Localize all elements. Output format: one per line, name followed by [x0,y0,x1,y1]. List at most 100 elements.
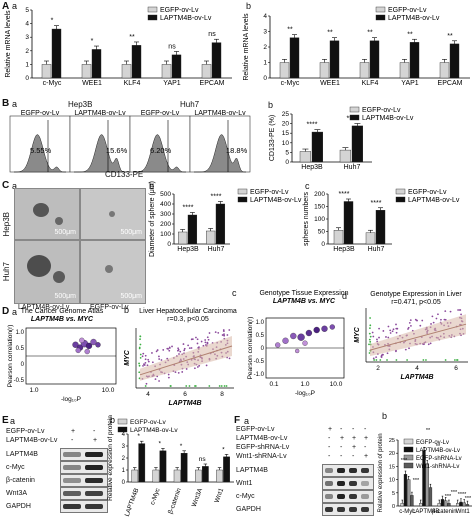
chart-Fb: 0 5 10 15 20 25 Relative expression of protein… [378,428,472,515]
blot-band [85,464,103,470]
legend-swatch [147,6,158,13]
condition-sign: - [340,426,343,433]
y-tick-label: 4 [122,432,126,438]
scatter-point [223,333,225,336]
bubble-point [295,348,300,354]
scatter-point [167,373,170,376]
scatter-point [208,332,211,334]
scatter-point [375,356,378,359]
bar [41,64,52,79]
scatter-point [183,347,186,350]
y-tick-label: 3 [122,444,126,450]
scatter-point [458,309,461,311]
bar [447,503,451,507]
condition-sign: - [364,444,367,451]
bar [159,450,167,483]
x-tick-label: WEE1 [82,80,102,87]
scatter-point [146,364,149,367]
regression-line [139,345,233,376]
bar [465,504,470,507]
bar [444,500,448,507]
scatter-point [404,348,407,351]
legend-swatch [403,446,414,453]
bubble-point [79,337,85,343]
chart-Cc: 0 50 100 150 200 spheres numbers **** Hep3B ****… [303,188,460,253]
scatter-point [167,376,170,379]
western-blot-E: EGFP-ov-Lv + - LAPTM4B-ov-Lv - + LAPTM4B c-Myc β… [6,428,108,524]
protein-label: LAPTM4B [6,451,38,458]
bubble-point [305,329,313,337]
rug-point [169,385,172,387]
subpanel-label-Db: b [124,305,130,315]
significance-label: ** [426,428,431,434]
scatter-point [372,357,375,360]
scatter-point [196,338,199,341]
x-tick-label: Wnt1 [456,509,471,515]
scatter-point [449,310,452,313]
rug-point [425,359,427,361]
x-tick-label: 6 [454,365,458,372]
bubble-point [85,342,93,350]
scatter-point [178,353,180,355]
x-tick-label: 0.1 [269,381,278,388]
x-tick-label: β-catenin [167,487,183,515]
scatter-point [432,321,435,324]
y-tick-label: 0 [21,362,25,368]
y-tick-label: 2 [25,48,29,55]
y-tick-label: -0.5 [14,378,25,384]
blot-strip [60,448,108,461]
blot-band [361,467,369,473]
y-axis-label: Relative expression of protein [107,415,114,501]
bar [289,37,300,79]
panel-label-C: C [2,180,10,191]
x-tick-label: 1.0 [29,387,38,394]
bar [81,64,92,79]
scatter-point [177,371,180,374]
scatter-point [144,354,147,357]
bar [178,231,188,245]
panel-label-F: F [234,415,241,426]
x-tick-label: 10.0 [330,381,343,388]
scatter-point [410,324,412,327]
y-axis-label: MYC [354,326,361,343]
condition-sign: - [93,428,96,435]
rug-point [139,338,141,341]
micrograph-hep3b-laptm4b: 500μm [14,188,80,240]
scatter-point [429,342,432,345]
scatter-point [177,348,180,351]
rug-point [456,359,459,361]
bubble-point [72,341,79,348]
bar [206,230,216,245]
significance-label: * [159,440,162,447]
bubble-point [290,332,297,340]
scatter-point [381,353,384,356]
y-tick-label: 0 [321,241,325,248]
scatter-point [182,343,185,345]
scatter-point [214,331,217,334]
rug-point [422,359,425,361]
blot-band [63,477,81,483]
legend-label: EGFP-ov-Lv [388,7,427,14]
significance-label: ** [287,27,293,34]
scatter-point [395,331,398,334]
scatter-point [228,357,231,360]
scatter-point [395,323,397,326]
bar [215,203,226,245]
protein-label: c-Myc [236,493,255,500]
x-tick-label: c-Myc [149,487,162,506]
plot-title: Genotype Expression in Liver [370,291,462,298]
bar [440,499,445,507]
x-axis-label: LAPTM4B [168,400,201,407]
flow-histograms: EGFP-ov-Lv 5.55% LAPTM4B-ov-Lv 15.6% EGFP-ov… [9,110,251,173]
bar [152,469,160,483]
bar [410,495,414,507]
scatter-point [444,318,447,321]
condition-label: LAPTM4B-ov-Lv [236,435,288,442]
x-tick-label: Hep3B [333,246,355,253]
y-tick-label: 5 [285,149,289,156]
scatter-point [190,347,193,349]
scatter-point [419,324,422,327]
chart-Aa: 0 1 2 3 4 5 Relative mRNA levels * c-Myc * WEE1 ** K… [5,6,232,87]
protein-label: LAPTM4B [236,467,268,474]
